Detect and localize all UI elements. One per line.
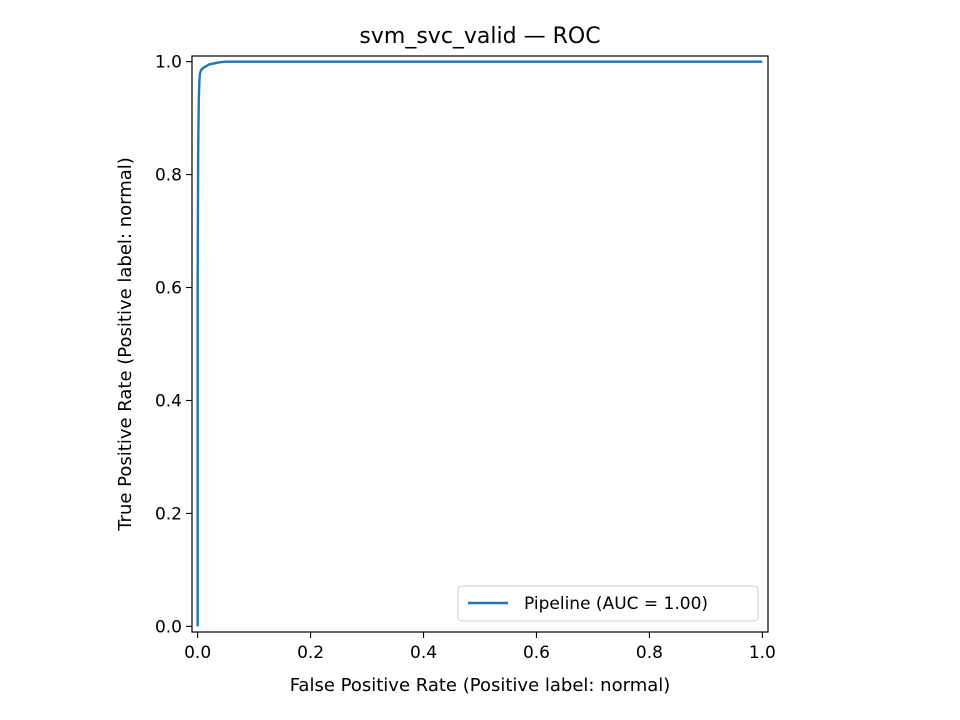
y-axis-label: True Positive Rate (Positive label: norm… <box>115 157 136 532</box>
legend-label: Pipeline (AUC = 1.00) <box>524 594 708 614</box>
y-tick-label: 0.6 <box>155 279 182 299</box>
x-tick-label: 0.2 <box>297 643 324 663</box>
axis-ticks: 0.0 0.2 0.4 0.6 0.8 1.0 0.0 0.2 0.4 0.6 0.8 1.0 <box>155 53 776 663</box>
x-tick-label: 0.8 <box>636 643 663 663</box>
chart-title: svm_svc_valid — ROC <box>359 24 600 49</box>
plot-area-frame <box>191 55 769 633</box>
legend-box <box>457 585 759 622</box>
legend: Pipeline (AUC = 1.00) <box>457 585 759 622</box>
x-tick-label: 0.4 <box>410 643 437 663</box>
y-tick-label: 1.0 <box>155 53 182 73</box>
y-tick-label: 0.2 <box>155 504 182 524</box>
series-line-0 <box>196 60 763 627</box>
x-tick-label: 1.0 <box>749 643 776 663</box>
x-axis-label: False Positive Rate (Positive label: nor… <box>290 675 671 696</box>
x-tick-label: 0.0 <box>184 643 211 663</box>
y-tick-label: 0.8 <box>155 166 182 186</box>
y-tick-label: 0.0 <box>155 617 182 637</box>
x-tick-label: 0.6 <box>523 643 550 663</box>
y-tick-label: 0.4 <box>155 391 182 411</box>
plot-lines <box>196 60 763 627</box>
